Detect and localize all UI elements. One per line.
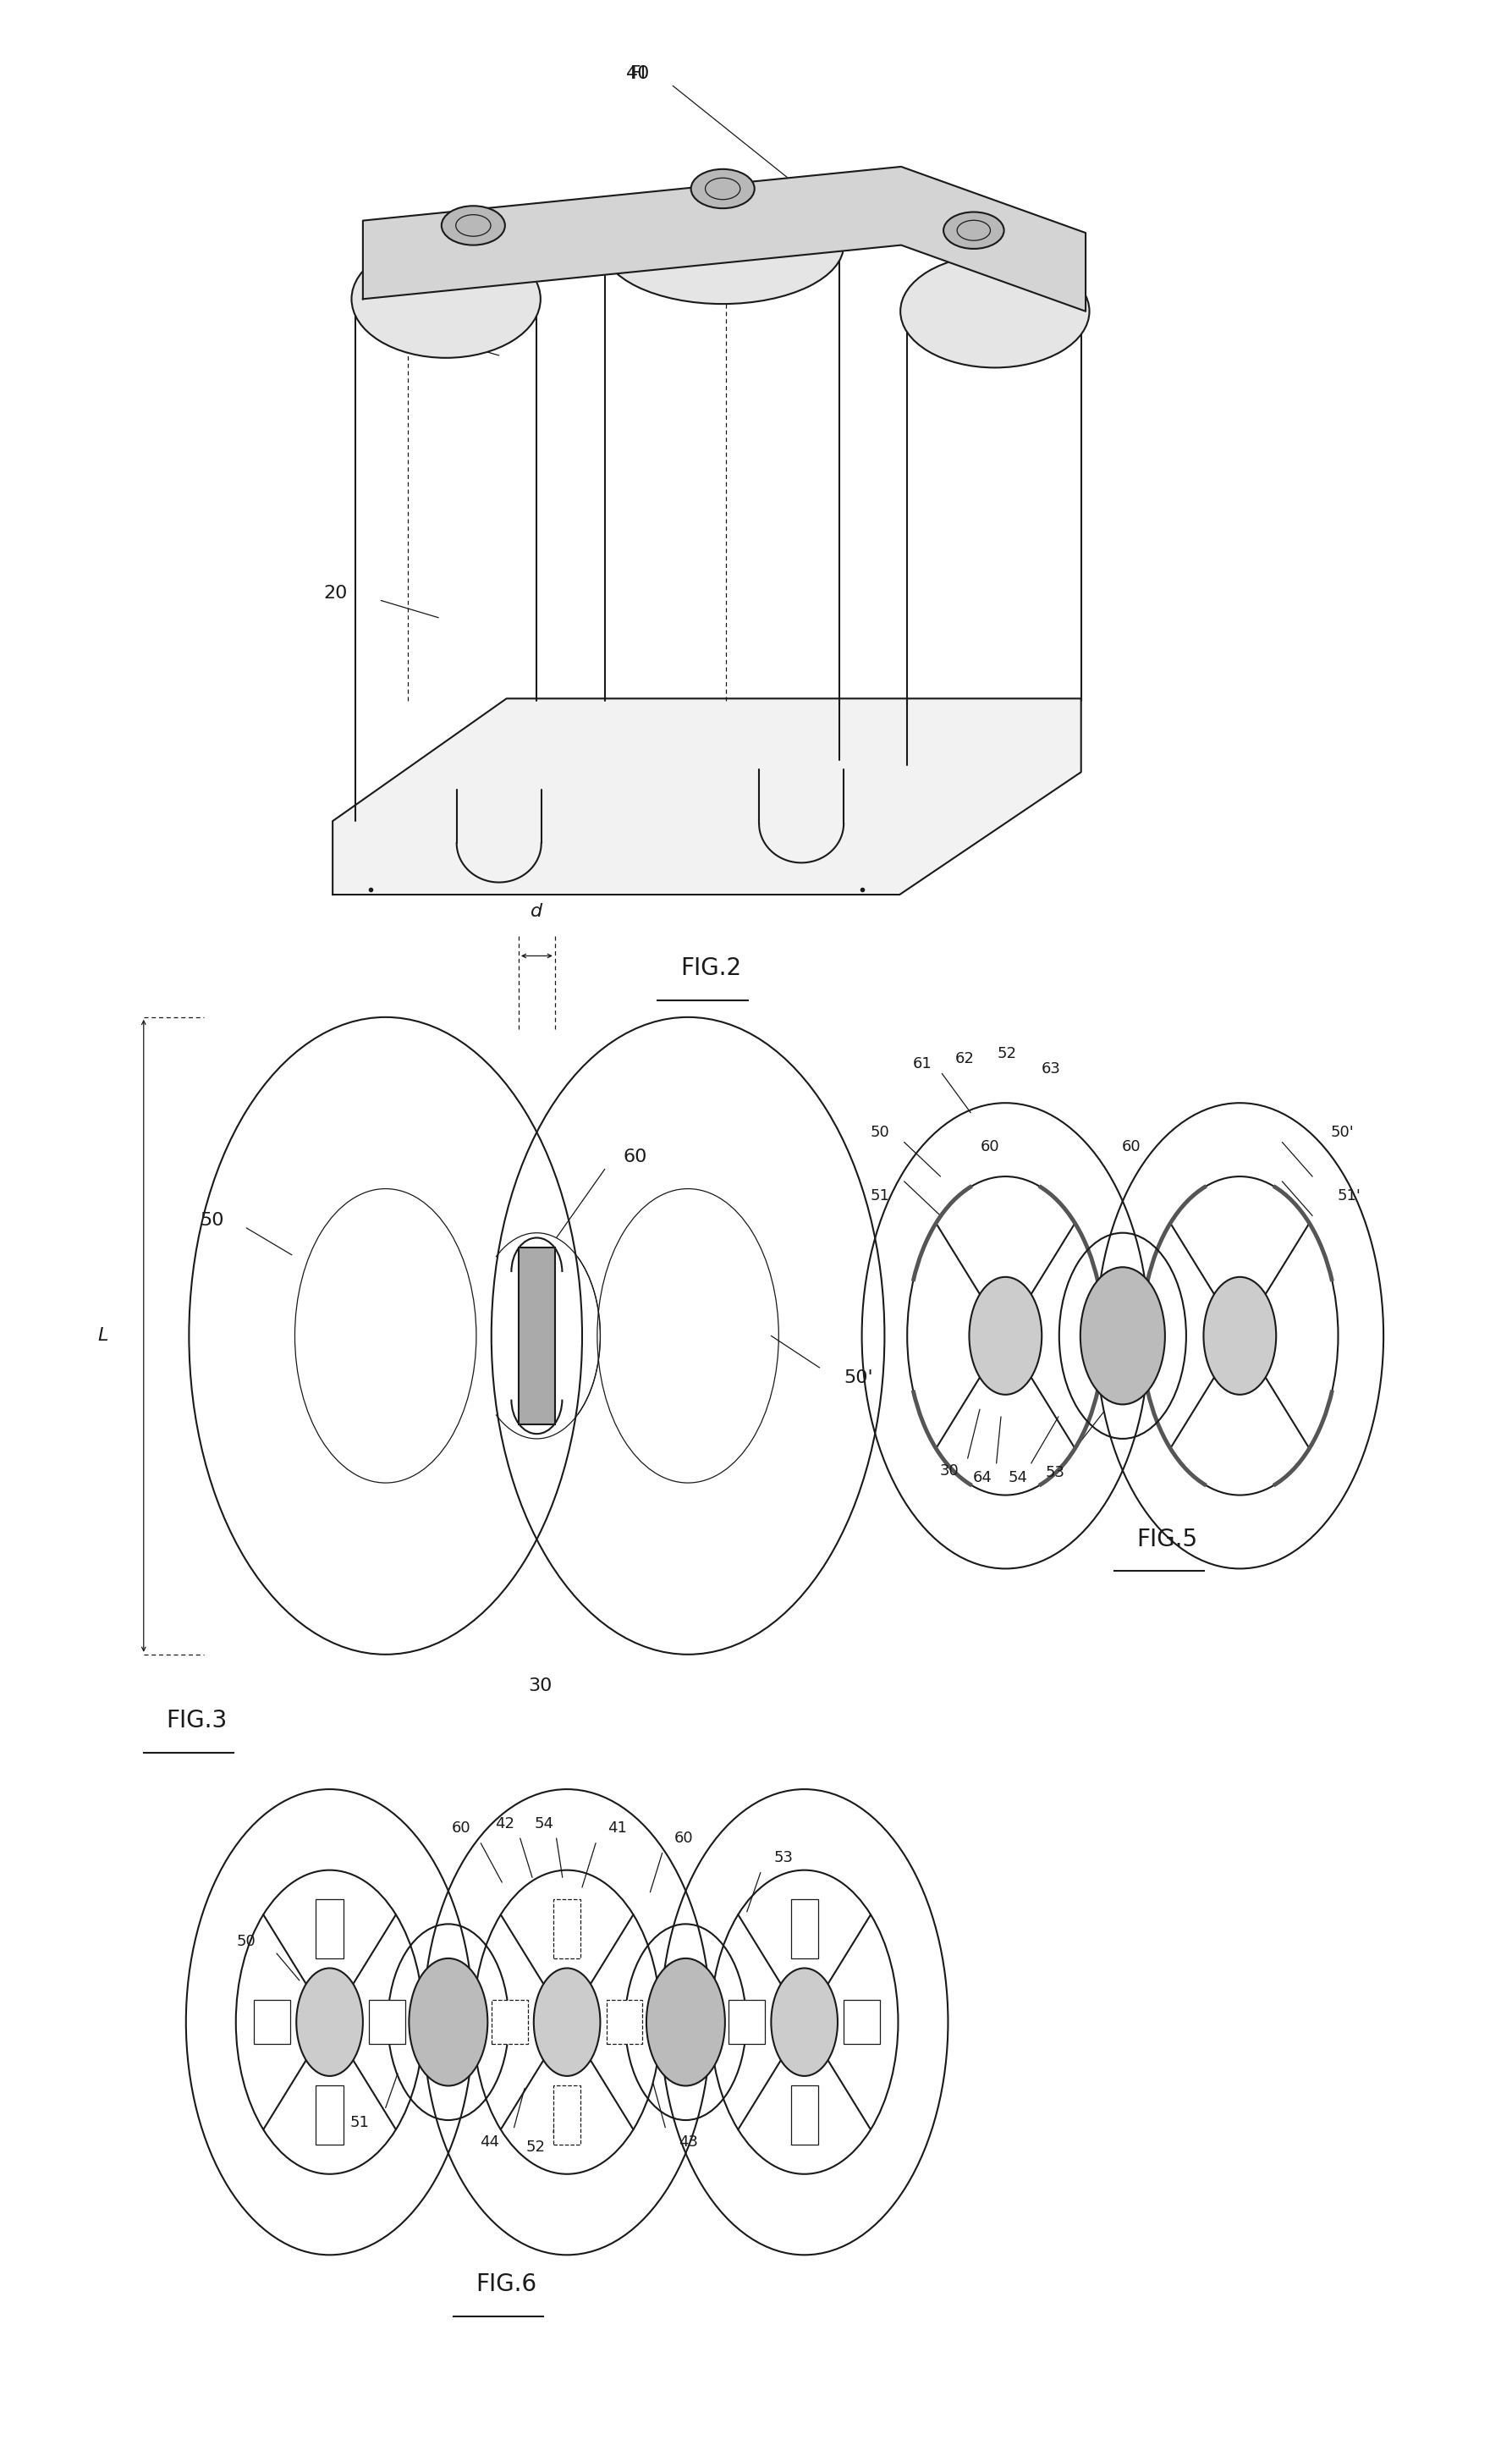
Ellipse shape bbox=[602, 186, 844, 304]
Text: 52: 52 bbox=[998, 1047, 1016, 1061]
Text: 60: 60 bbox=[981, 1140, 999, 1154]
Text: 54: 54 bbox=[1009, 1471, 1027, 1485]
Text: 53: 53 bbox=[774, 1851, 792, 1865]
Bar bbox=[791, 1900, 818, 1958]
Text: 51: 51 bbox=[351, 2115, 369, 2130]
Text: 50': 50' bbox=[844, 1370, 874, 1385]
Text: 50: 50 bbox=[200, 1213, 224, 1228]
Text: d: d bbox=[531, 904, 543, 919]
Text: 60: 60 bbox=[1122, 1140, 1140, 1154]
Text: 41: 41 bbox=[608, 1821, 626, 1836]
Text: 54: 54 bbox=[535, 1816, 553, 1831]
Ellipse shape bbox=[901, 255, 1089, 368]
Bar bbox=[844, 2000, 880, 2044]
Text: 51': 51' bbox=[1337, 1189, 1361, 1203]
Ellipse shape bbox=[442, 206, 505, 245]
Bar bbox=[791, 2086, 818, 2145]
Text: 62: 62 bbox=[956, 1051, 974, 1066]
Text: 64: 64 bbox=[974, 1471, 992, 1485]
Text: 50: 50 bbox=[871, 1125, 889, 1140]
Bar bbox=[491, 2000, 528, 2044]
Text: 42: 42 bbox=[496, 1816, 514, 1831]
Text: FIG.6: FIG.6 bbox=[476, 2272, 537, 2297]
Circle shape bbox=[1204, 1277, 1276, 1395]
Bar bbox=[606, 2000, 643, 2044]
Text: 30: 30 bbox=[528, 1679, 552, 1694]
Text: FIG.5: FIG.5 bbox=[1137, 1527, 1198, 1551]
Text: 44: 44 bbox=[481, 2135, 499, 2150]
Text: 20: 20 bbox=[324, 586, 348, 600]
Text: 63: 63 bbox=[1042, 1061, 1060, 1076]
Circle shape bbox=[1080, 1267, 1164, 1404]
Text: 53: 53 bbox=[1046, 1466, 1064, 1480]
Circle shape bbox=[647, 1958, 726, 2086]
Text: FIG.3: FIG.3 bbox=[166, 1708, 227, 1733]
Text: 51: 51 bbox=[871, 1189, 889, 1203]
Bar bbox=[729, 2000, 765, 2044]
Circle shape bbox=[969, 1277, 1042, 1395]
Bar bbox=[519, 1248, 555, 1424]
Bar bbox=[254, 2000, 290, 2044]
Ellipse shape bbox=[691, 169, 754, 208]
Text: 50': 50' bbox=[1331, 1125, 1355, 1140]
Text: 30: 30 bbox=[940, 1463, 959, 1478]
Text: FIG.2: FIG.2 bbox=[680, 956, 741, 980]
Text: L: L bbox=[98, 1328, 107, 1343]
Bar bbox=[316, 1900, 343, 1958]
Text: 60: 60 bbox=[623, 1150, 647, 1164]
Text: 43: 43 bbox=[679, 2135, 697, 2150]
Text: 52: 52 bbox=[526, 2140, 544, 2154]
Text: 60: 60 bbox=[674, 1831, 692, 1846]
Text: 40: 40 bbox=[626, 66, 650, 81]
Circle shape bbox=[534, 1968, 600, 2076]
Text: 30: 30 bbox=[373, 319, 398, 333]
Circle shape bbox=[771, 1968, 838, 2076]
Polygon shape bbox=[363, 167, 1086, 311]
Ellipse shape bbox=[943, 213, 1004, 248]
Circle shape bbox=[408, 1958, 487, 2086]
Circle shape bbox=[296, 1968, 363, 2076]
Text: FI: FI bbox=[631, 66, 646, 81]
Text: 61: 61 bbox=[913, 1056, 931, 1071]
Polygon shape bbox=[333, 699, 1081, 895]
Text: 50: 50 bbox=[237, 1934, 256, 1949]
Bar bbox=[316, 2086, 343, 2145]
Bar bbox=[553, 1900, 581, 1958]
Bar bbox=[553, 2086, 581, 2145]
Text: 60: 60 bbox=[452, 1821, 470, 1836]
Ellipse shape bbox=[351, 240, 541, 358]
Bar bbox=[369, 2000, 405, 2044]
